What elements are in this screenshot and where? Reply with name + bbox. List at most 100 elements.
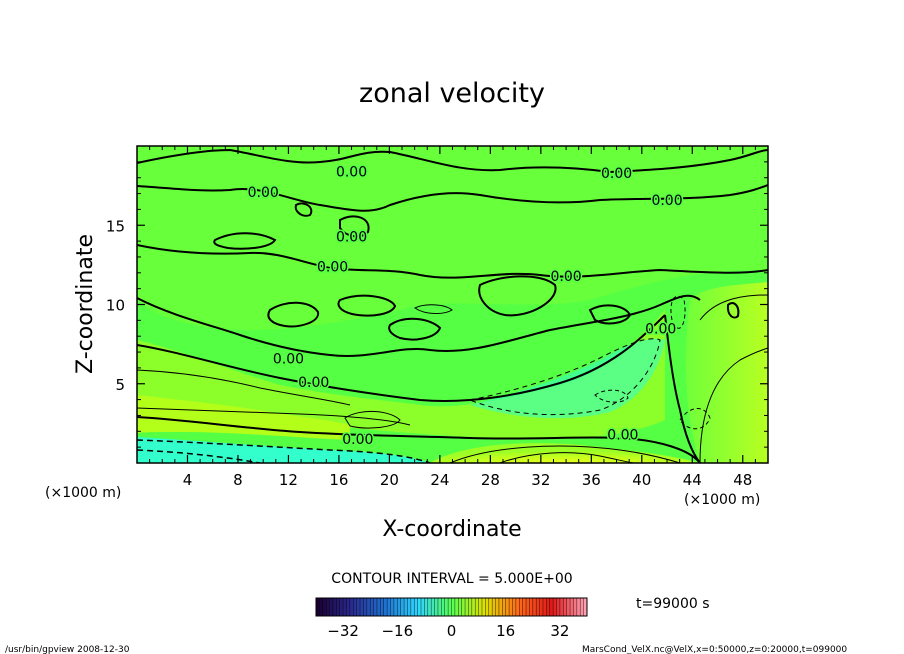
colorbar-cell: [563, 598, 567, 616]
x-axis-label: X-coordinate: [382, 517, 521, 542]
contour-zero-upper: [137, 184, 768, 212]
y-tick-label: 15: [106, 217, 125, 235]
contour-label: 0.00: [336, 164, 367, 180]
colorbar-cell: [343, 598, 347, 616]
colorbar-cell: [519, 598, 523, 616]
field-upper-weak-region: [137, 146, 768, 330]
colorbar-cell: [356, 598, 361, 616]
colorbar-cell: [329, 598, 334, 616]
contour-positive-west: [137, 369, 351, 406]
colorbar-cell: [509, 598, 513, 616]
colorbar-cell: [339, 598, 344, 616]
y-axis-label: Z-coordinate: [73, 234, 98, 374]
x-tick-label: 16: [329, 471, 348, 489]
colorbar-cell: [431, 598, 435, 616]
contour-label: 0.00: [273, 351, 304, 367]
y-tick-label: 10: [106, 297, 125, 315]
colorbar-cell: [481, 598, 486, 616]
contour-zero-east: [664, 314, 701, 463]
colorbar-cell: [580, 598, 584, 616]
colorbar-cell: [576, 598, 581, 616]
colorbar-cell: [322, 598, 327, 616]
colorbar-cell: [515, 598, 520, 616]
y-axis-ticks: 5 10 15: [106, 161, 768, 448]
contour-negative-bottom-2: [137, 449, 261, 463]
colorbar-cell: [410, 598, 415, 616]
colorbar-cell: [553, 598, 557, 616]
colorbar-tick-label: 32: [550, 622, 569, 640]
colorbar-cell: [427, 598, 432, 616]
colorbar-cell: [451, 598, 456, 616]
colorbar-cell: [316, 598, 320, 616]
contour-zero-blob-5: [213, 232, 277, 250]
colorbar-cell: [400, 598, 405, 616]
contour-zero-blob-8: [294, 202, 313, 217]
footer-left: /usr/bin/gpview 2008-12-30: [5, 645, 130, 654]
colorbar-cell: [417, 598, 422, 616]
colorbar-cell: [461, 598, 466, 616]
contour-label: 0.00: [342, 432, 373, 448]
colorbar: [315, 598, 588, 616]
chart-title: zonal velocity: [359, 78, 545, 109]
contour-zero-blob-1: [267, 301, 320, 328]
contour-label: 0.00: [601, 166, 632, 182]
colorbar-cell: [498, 598, 503, 616]
colorbar-cell: [387, 598, 391, 616]
contour-zero-blob-7: [726, 302, 740, 319]
colorbar-cell: [495, 598, 500, 616]
colorbar-cell: [471, 598, 476, 616]
x-tick-label: 20: [380, 471, 399, 489]
colorbar-cell: [536, 598, 540, 616]
x-axis-ticks: 4 8 12 16 20 24 28 32 36 40 44 48: [149, 146, 756, 489]
contour-label: 0.00: [651, 193, 682, 209]
colorbar-cell: [370, 598, 374, 616]
colorbar-cell: [437, 598, 442, 616]
x-axis-unit-label: (×1000 m): [684, 492, 760, 508]
contour-positive-west-2: [137, 407, 411, 426]
colorbar-cell: [475, 598, 479, 616]
colorbar-cell: [441, 598, 446, 616]
colorbar-cell: [393, 598, 398, 616]
colorbar-cell: [454, 598, 459, 616]
colorbar-cell: [492, 598, 496, 616]
colorbar-cell: [522, 598, 527, 616]
contour-negative-east-column: [670, 295, 686, 329]
colorbar-cell: [373, 598, 378, 616]
colorbar-cell: [421, 598, 425, 616]
colorbar-cell: [326, 598, 330, 616]
y-axis-unit-label: (×1000 m): [45, 485, 121, 501]
x-tick-label: 28: [481, 471, 500, 489]
colorbar-cell: [353, 598, 357, 616]
x-tick-label: 4: [183, 471, 193, 489]
contour-label: 0.00: [607, 427, 638, 443]
time-label: t=99000 s: [636, 596, 710, 612]
contour-positive-east: [699, 294, 768, 321]
x-tick-label: 40: [632, 471, 651, 489]
colorbar-cell: [465, 598, 469, 616]
field-west-strong-band: [137, 395, 350, 440]
contour-zero-blob-4: [388, 317, 442, 341]
contour-zero-bottom: [137, 416, 701, 463]
field-east-positive-column: [685, 282, 768, 463]
colorbar-cell: [407, 598, 412, 616]
colorbar-cell: [573, 598, 578, 616]
colorbar-cell: [383, 598, 388, 616]
contour-negative-mid: [468, 338, 661, 416]
colorbar-cell: [488, 598, 493, 616]
colorbar-tick-label: 0: [447, 622, 457, 640]
plot-area: 0.00 0.00 0.00 0.00 0.00 0.00 0.00 0.00 0.00 0.00…: [137, 146, 768, 463]
colorbar-cell: [444, 598, 449, 616]
contour-label: 0.00: [645, 321, 676, 337]
colorbar-cell: [512, 598, 517, 616]
x-tick-label: 24: [430, 471, 449, 489]
colorbar-cell: [346, 598, 351, 616]
colorbar-cell: [556, 598, 561, 616]
colorbar-tick-label: −32: [327, 622, 359, 640]
colorbar-cell: [529, 598, 534, 616]
field-negative-patch: [470, 338, 665, 419]
colorbar-cell: [559, 598, 564, 616]
contour-positive-patch: [344, 411, 401, 429]
colorbar-cell: [380, 598, 385, 616]
contour-zero-top: [137, 148, 768, 174]
